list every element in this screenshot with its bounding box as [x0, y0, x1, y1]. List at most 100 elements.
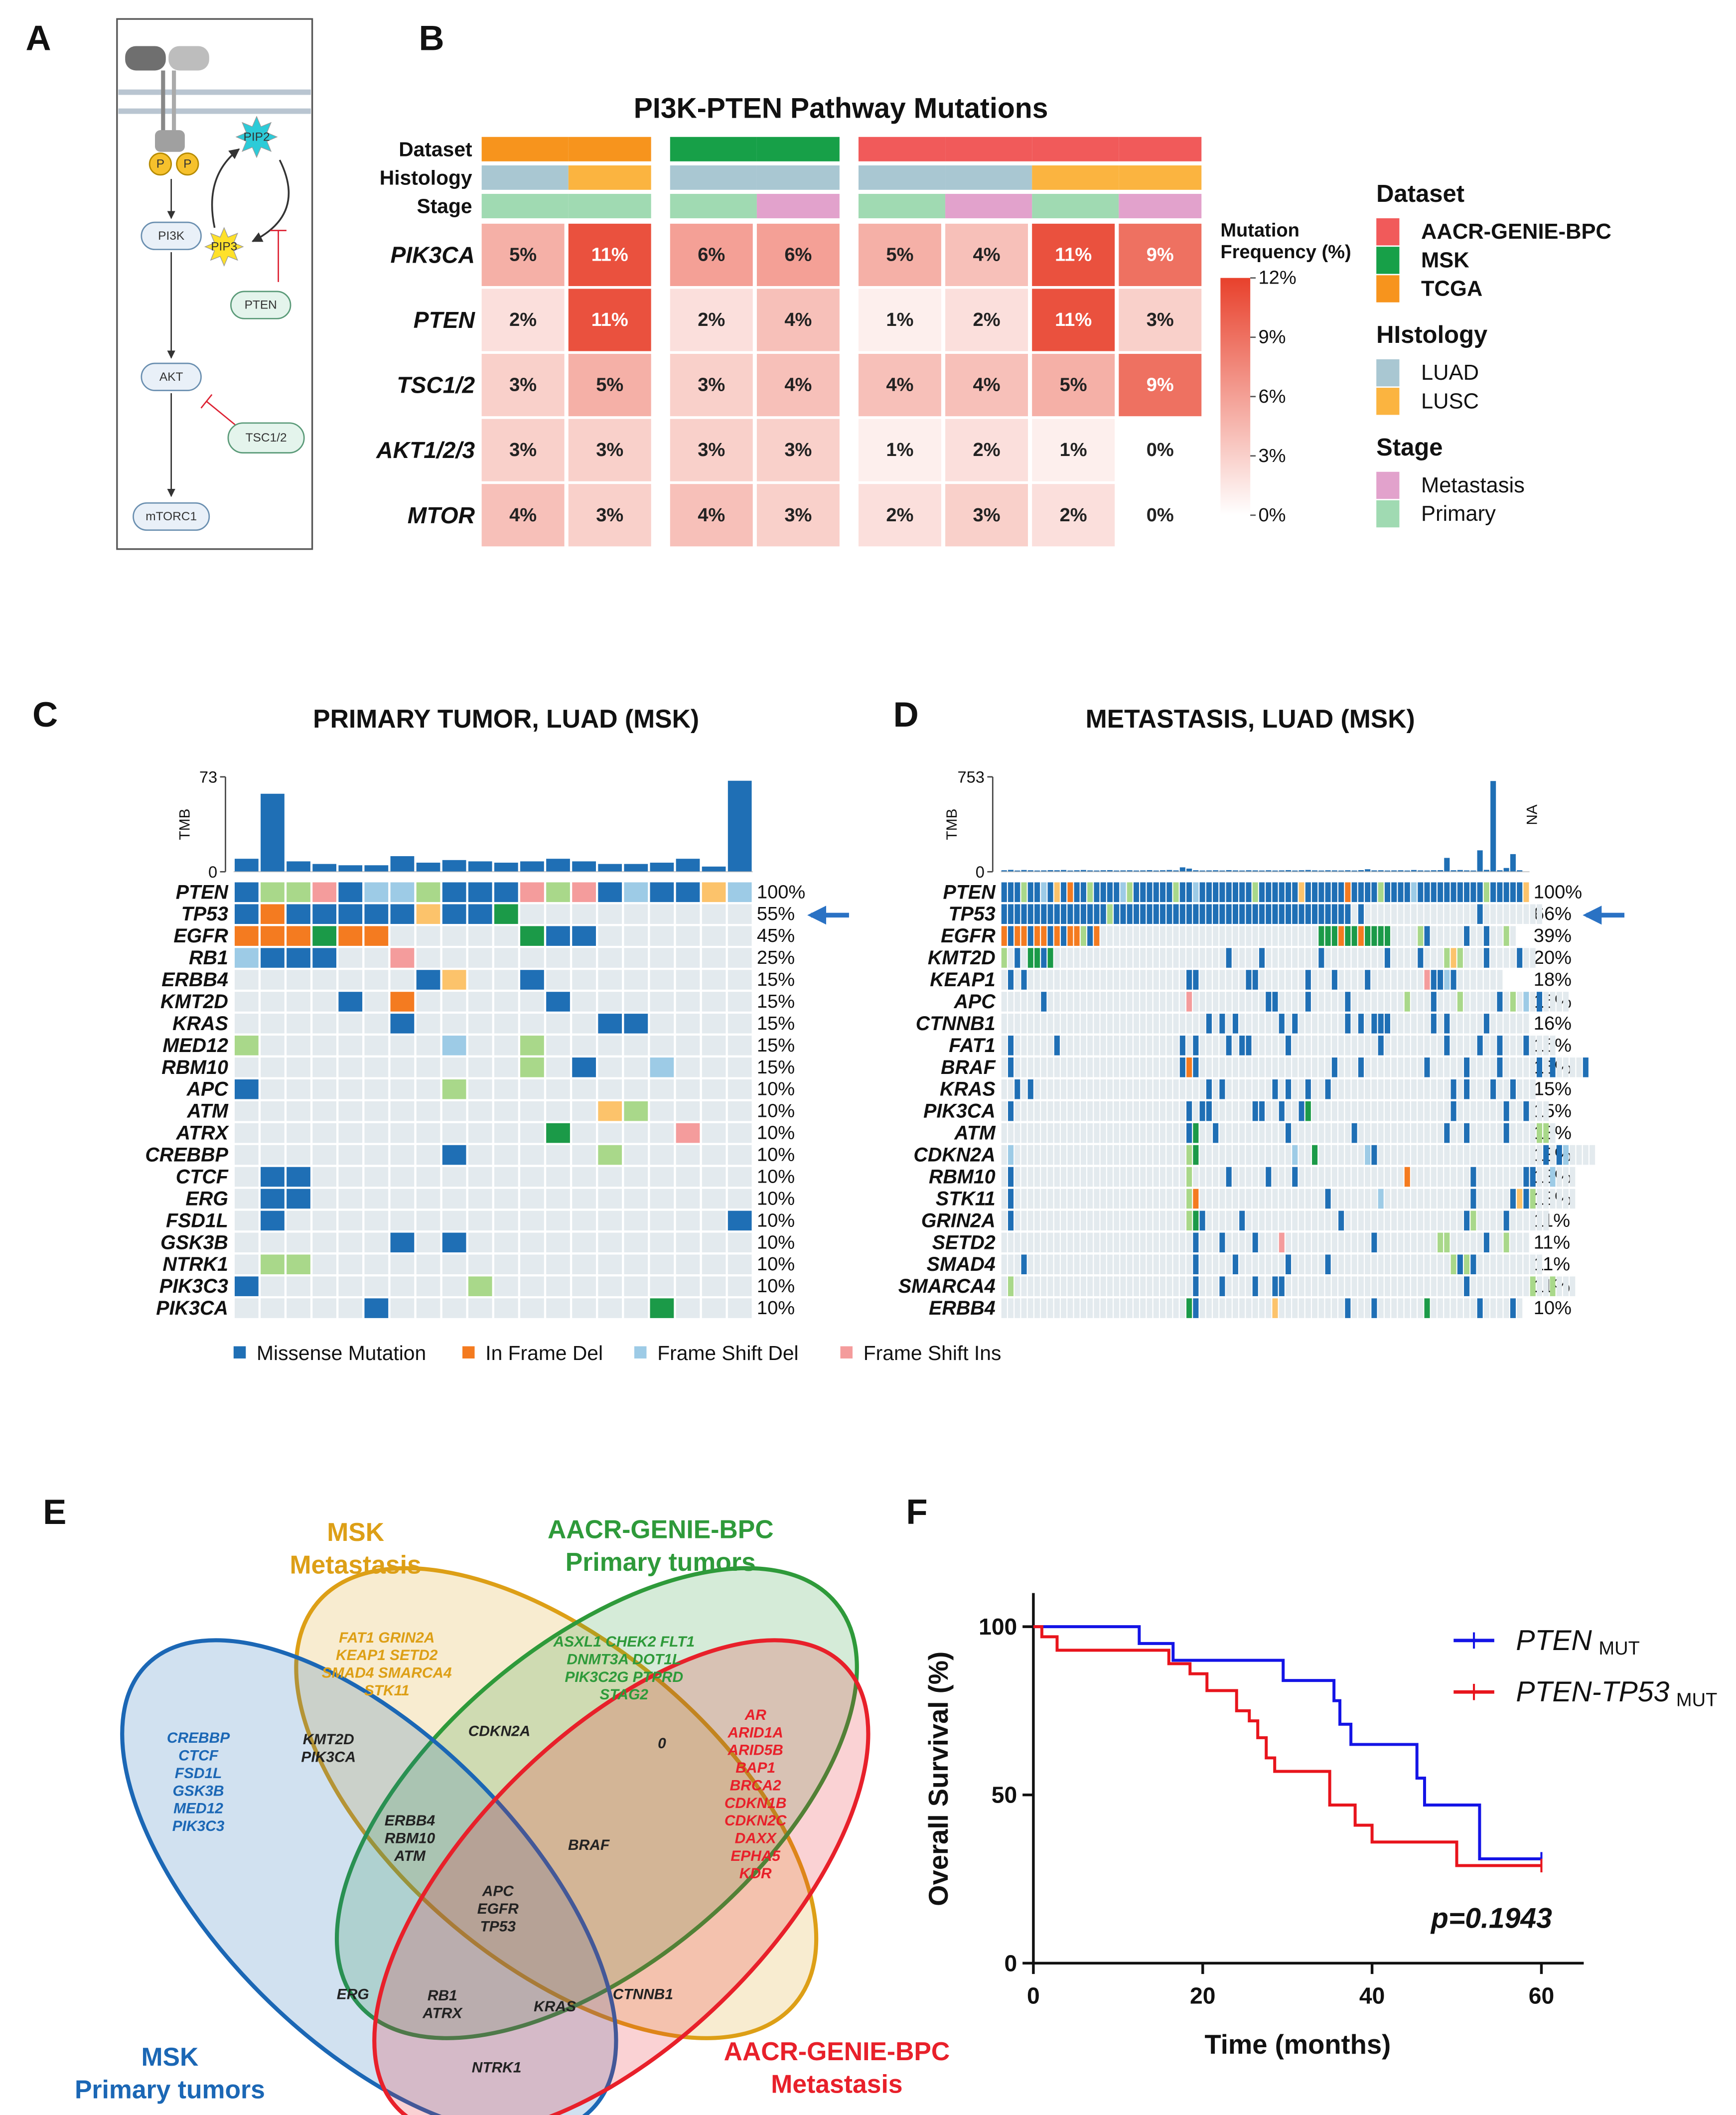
empty-cell	[312, 992, 337, 1012]
empty-cell	[1041, 1210, 1047, 1231]
empty-cell	[1206, 1298, 1212, 1318]
mutation-cell	[1318, 904, 1324, 924]
empty-cell	[1127, 1079, 1133, 1099]
empty-cell	[1014, 1101, 1020, 1121]
mutation-cell	[234, 1079, 259, 1099]
empty-cell	[1021, 1036, 1027, 1056]
empty-cell	[1365, 1123, 1371, 1143]
empty-cell	[1292, 1254, 1298, 1275]
mutation-cell	[1285, 1123, 1292, 1143]
percent-label: 10%	[757, 1254, 795, 1275]
mutation-cell	[1318, 948, 1324, 968]
mutation-cell	[1193, 1210, 1199, 1231]
empty-cell	[1418, 1058, 1424, 1077]
empty-cell	[1530, 1036, 1536, 1056]
empty-cell	[1008, 992, 1014, 1012]
empty-cell	[1094, 970, 1100, 990]
mutation-cell	[1179, 1036, 1185, 1056]
gene-label: EGFR	[173, 925, 228, 947]
empty-cell	[1179, 1276, 1185, 1296]
empty-cell	[1001, 1167, 1007, 1187]
annotation-cell	[858, 194, 946, 219]
mutation-cell	[1292, 882, 1298, 903]
empty-cell	[1159, 1079, 1166, 1099]
empty-cell	[234, 1101, 259, 1121]
mutation-cell	[1246, 904, 1252, 924]
mutation-cell	[1503, 882, 1509, 903]
empty-cell	[1206, 948, 1212, 968]
gene-label: PIK3CA	[156, 1297, 228, 1319]
gene-label: GRIN2A	[921, 1209, 996, 1231]
empty-cell	[1074, 1232, 1080, 1253]
empty-cell	[546, 1079, 570, 1099]
mutation-cell	[1159, 904, 1166, 924]
tmb-bar	[1338, 870, 1344, 872]
heat-cell	[670, 419, 753, 481]
empty-cell	[442, 1101, 466, 1121]
empty-cell	[468, 1210, 492, 1231]
empty-cell	[1087, 1123, 1093, 1143]
empty-cell	[1047, 1232, 1053, 1253]
empty-cell	[1159, 1123, 1166, 1143]
empty-cell	[1252, 1036, 1258, 1056]
empty-cell	[1120, 948, 1126, 968]
venn-genes: DAXX	[735, 1830, 777, 1847]
empty-cell	[1312, 948, 1318, 968]
mutation-cell	[261, 904, 285, 924]
empty-cell	[261, 1101, 285, 1121]
empty-cell	[1166, 1058, 1172, 1077]
empty-cell	[1080, 1079, 1086, 1099]
empty-cell	[1325, 948, 1331, 968]
empty-cell	[1477, 1232, 1483, 1253]
empty-cell	[1398, 1298, 1404, 1318]
empty-cell	[1074, 1101, 1080, 1121]
empty-cell	[1087, 1014, 1093, 1034]
empty-cell	[1074, 1145, 1080, 1165]
empty-cell	[1094, 1014, 1100, 1034]
empty-cell	[1391, 1254, 1397, 1275]
empty-cell	[1120, 1276, 1126, 1296]
venn-genes: PIK3CA	[301, 1749, 356, 1765]
empty-cell	[1133, 1145, 1140, 1165]
empty-cell	[1523, 1123, 1529, 1143]
empty-cell	[1027, 1232, 1033, 1253]
empty-cell	[1041, 970, 1047, 990]
empty-cell	[1345, 1254, 1351, 1275]
heat-cell	[756, 223, 840, 287]
empty-cell	[1127, 1210, 1133, 1231]
empty-cell	[261, 1036, 285, 1056]
empty-cell	[1365, 948, 1371, 968]
venn-genes: KEAP1 SETD2	[336, 1647, 438, 1663]
tmb-bar	[1438, 870, 1444, 872]
empty-cell	[1199, 1167, 1205, 1187]
empty-cell	[1272, 948, 1278, 968]
empty-cell	[416, 1232, 440, 1253]
empty-cell	[1404, 926, 1410, 946]
empty-cell	[1246, 1254, 1252, 1275]
empty-cell	[1331, 1254, 1337, 1275]
empty-cell	[1398, 1058, 1404, 1077]
mutation-cell	[1523, 1167, 1529, 1187]
empty-cell	[1074, 970, 1080, 990]
venn-genes: CTNNB1	[613, 1986, 673, 2002]
mutation-cell	[1305, 882, 1311, 903]
empty-cell	[1107, 1036, 1113, 1056]
empty-cell	[1001, 1123, 1007, 1143]
empty-cell	[1034, 1298, 1040, 1318]
empty-cell	[1034, 1276, 1040, 1296]
empty-cell	[494, 1167, 518, 1187]
empty-cell	[1576, 1145, 1582, 1165]
empty-cell	[1483, 1058, 1489, 1077]
mutation-cell	[1127, 882, 1133, 903]
empty-cell	[1061, 1276, 1067, 1296]
venn-genes: KRAS	[534, 1998, 576, 2015]
empty-cell	[1299, 1145, 1304, 1165]
empty-cell	[234, 1145, 259, 1165]
empty-cell	[1021, 1276, 1027, 1296]
empty-cell	[1438, 1167, 1444, 1187]
empty-cell	[1008, 1079, 1014, 1099]
gene-label: PTEN	[176, 881, 229, 903]
gene-label: STK11	[936, 1188, 996, 1209]
empty-cell	[1266, 1079, 1272, 1099]
legend-title: Stage	[1376, 434, 1443, 461]
